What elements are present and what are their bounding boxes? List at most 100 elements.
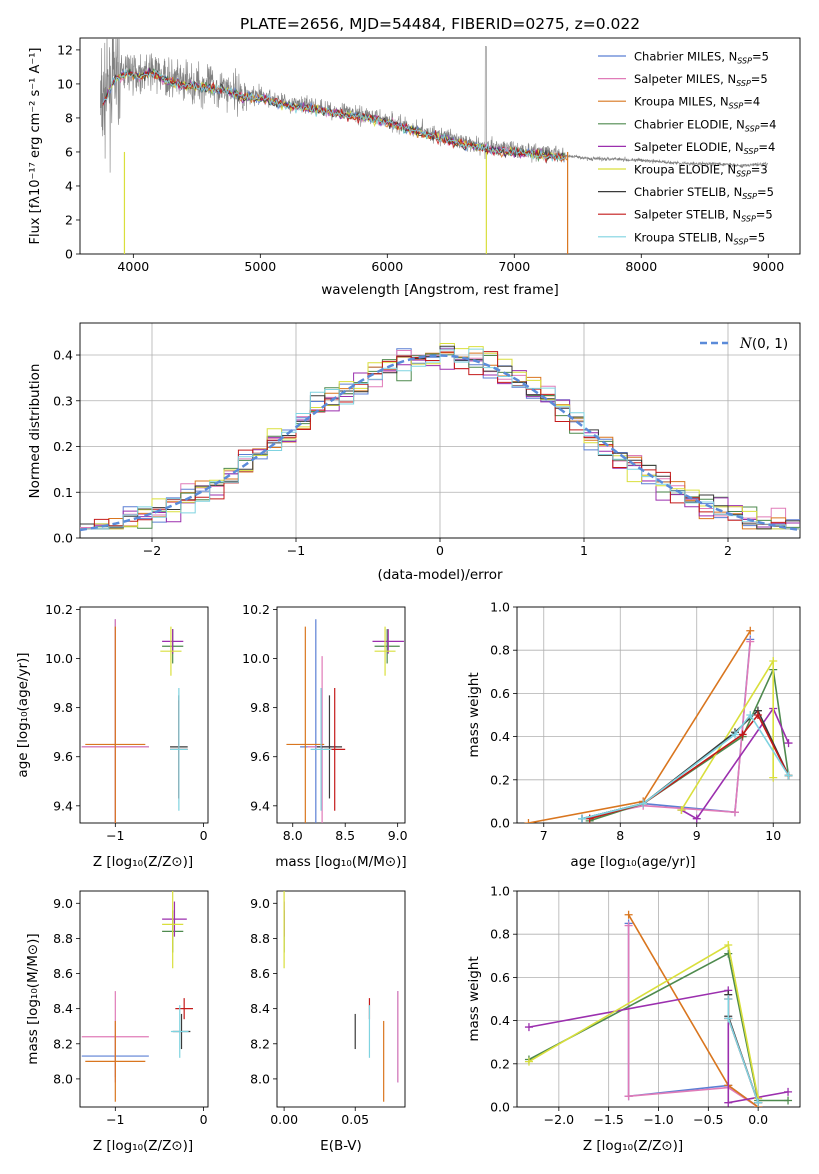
residuals-ytick-label: 0.4	[53, 348, 73, 363]
spectrum-ytick-label: 12	[57, 42, 73, 57]
weight-vs-age-xtick-label: 10	[765, 828, 781, 843]
mass-vs-Z-ytick-label: 9.0	[53, 896, 73, 911]
legend-label: Kroupa ELODIE, NSSP=3	[634, 163, 768, 179]
weight-vs-Z-frame	[516, 890, 801, 1108]
legend-label: Chabrier STELIB, NSSP=5	[634, 185, 774, 201]
weight-vs-Z-ytick-label: 0.6	[490, 970, 510, 985]
ageZ-ylabel: age [log₁₀(age/yr)]	[15, 652, 31, 777]
weight-vs-Z-point	[784, 1087, 793, 1096]
legend-label: Kroupa MILES, NSSP=4	[634, 95, 760, 111]
residuals-xlabel: (data-model)/error	[377, 567, 503, 583]
residuals-xtick-label: 2	[724, 543, 732, 558]
residuals-xtick-label: −2	[143, 543, 161, 558]
mass-vs-EBV-ytick-label: 8.6	[250, 966, 270, 981]
spectrum-frame	[79, 37, 801, 255]
mass-vs-EBV-ytick-label: 8.8	[250, 931, 270, 946]
spectrum-xtick-label: 5000	[244, 259, 276, 274]
mass-vs-EBV-axes: 0.00 0.05 8.0 8.2 8.4 8.6 8.8 9.0	[250, 890, 406, 1127]
weight-vs-age-xtick-label: 9	[693, 828, 701, 843]
residuals-normal-curve	[80, 354, 800, 532]
spectrum-axes: 4000 5000 6000 7000 8000 9000 0 2 4 6 8 10 12	[57, 37, 801, 274]
weight-vs-age-point	[692, 814, 701, 823]
spectrum-ytick-label: 10	[57, 76, 73, 91]
weight-vs-Z-xtick-label: −2.0	[544, 1112, 574, 1127]
residuals-plot	[80, 343, 800, 532]
residuals-hist-line	[80, 348, 800, 530]
age-vs-mass-xtick-label: 8.0	[283, 828, 303, 843]
weight-vs-Z-point	[784, 1096, 793, 1105]
weight-vs-age-point	[738, 730, 747, 739]
age-vs-mass-frame	[276, 606, 406, 824]
age-vs-Z-ytick-label: 10.0	[45, 651, 73, 666]
weight-vs-Z-series-line	[627, 914, 759, 1107]
age-vs-Z-axes: −1 0 9.4 9.6 9.8 10.0 10.2	[45, 602, 209, 843]
weight-vs-age-series-line	[528, 630, 751, 823]
mass-vs-EBV-ytick-label: 8.2	[250, 1036, 270, 1051]
residuals-ytick-label: 0.3	[53, 393, 73, 408]
weight-vs-age-point	[578, 814, 587, 823]
weight-vs-age-xtick-label: 8	[616, 828, 624, 843]
weight-vs-Z-point	[724, 1098, 733, 1107]
weight-vs-Z-xtick-label: 0.0	[748, 1112, 768, 1127]
mass-vs-EBV-plot	[283, 891, 399, 1102]
weightage-ylabel: mass weight	[466, 672, 482, 757]
legend-label: Salpeter MILES, NSSP=5	[634, 72, 768, 88]
weight-vs-age-ytick-label: 0.2	[490, 772, 510, 787]
weight-vs-Z-point	[724, 1014, 733, 1023]
mass-vs-EBV-frame	[276, 890, 406, 1108]
mass-vs-Z-xtick-label: −1	[106, 1112, 124, 1127]
residuals-frame	[79, 322, 801, 539]
weight-vs-Z-series-line	[627, 923, 759, 1107]
weight-vs-age-point	[769, 773, 778, 782]
weight-vs-age-point	[746, 637, 755, 646]
spectrum-xtick-label: 6000	[371, 259, 403, 274]
weight-vs-age-ytick-label: 0.6	[490, 686, 510, 701]
spectrum-ytick-label: 2	[65, 212, 73, 227]
mass-vs-Z-ytick-label: 8.0	[53, 1071, 73, 1086]
residuals-legend-label: N(0, 1)	[739, 336, 788, 352]
weight-vs-Z-ytick-label: 1.0	[490, 884, 510, 899]
age-vs-mass-ytick-label: 10.0	[242, 651, 270, 666]
age-vs-Z-ytick-label: 10.2	[45, 602, 73, 617]
spectrum-legend: Chabrier MILES, NSSP=5 Salpeter MILES, NS…	[598, 50, 776, 246]
weight-vs-Z-point	[624, 921, 633, 930]
weight-vs-Z-series-line	[727, 994, 759, 1103]
weight-vs-Z-ytick-label: 0.4	[490, 1013, 510, 1028]
weightZ-ylabel: mass weight	[466, 956, 482, 1041]
weight-vs-age-point	[753, 711, 762, 719]
weight-vs-age-point	[730, 808, 739, 817]
weight-vs-age-point	[524, 819, 533, 823]
weight-vs-age-axes: 7 8 9 10 0.0 0.2 0.4 0.6 0.8 1.0	[490, 600, 801, 843]
spectrum-ytick-label: 4	[65, 178, 73, 193]
weight-vs-age-ytick-label: 0.8	[490, 643, 510, 658]
age-vs-mass-xtick-label: 8.5	[335, 828, 355, 843]
weight-vs-Z-point	[624, 1092, 633, 1101]
residuals-ylabel: Normed distribution	[27, 364, 43, 499]
spectrum-xtick-label: 9000	[752, 259, 784, 274]
weightage-xlabel: age [log₁₀(age/yr)]	[570, 854, 695, 870]
residuals-legend: N(0, 1)	[700, 336, 788, 352]
mass-vs-EBV-ytick-label: 8.4	[250, 1001, 270, 1016]
weight-vs-Z-series-line	[627, 925, 759, 1107]
weight-vs-age-series-line	[581, 639, 752, 820]
weight-vs-age-series-line	[680, 658, 774, 811]
legend-label: Salpeter STELIB, NSSP=5	[634, 208, 773, 224]
mass-vs-Z-ytick-label: 8.4	[53, 1001, 73, 1016]
weight-vs-Z-point	[724, 995, 733, 1003]
weight-vs-age-point	[746, 626, 755, 635]
mass-vs-Z-frame	[79, 890, 209, 1108]
ageZ-xlabel: Z [log₁₀(Z/Z⊙)]	[93, 854, 193, 870]
residuals-ytick-label: 0.0	[53, 531, 73, 546]
mass-vs-EBV-xtick-label: 0.05	[341, 1112, 369, 1127]
age-vs-Z-plot	[81, 619, 188, 823]
mass-vs-Z-ytick-label: 8.8	[53, 931, 73, 946]
mass-vs-Z-xtick-label: 0	[200, 1112, 208, 1127]
weight-vs-Z-point	[754, 1098, 763, 1107]
weight-vs-age-point	[746, 711, 755, 719]
spectrum-xtick-label: 8000	[625, 259, 657, 274]
weight-vs-age-series-line	[681, 706, 790, 820]
age-vs-mass-xtick-label: 9.0	[388, 828, 408, 843]
mass-vs-Z-axes: −1 0 8.0 8.2 8.4 8.6 8.8 9.0	[53, 890, 209, 1127]
weight-vs-age-point	[784, 771, 793, 780]
